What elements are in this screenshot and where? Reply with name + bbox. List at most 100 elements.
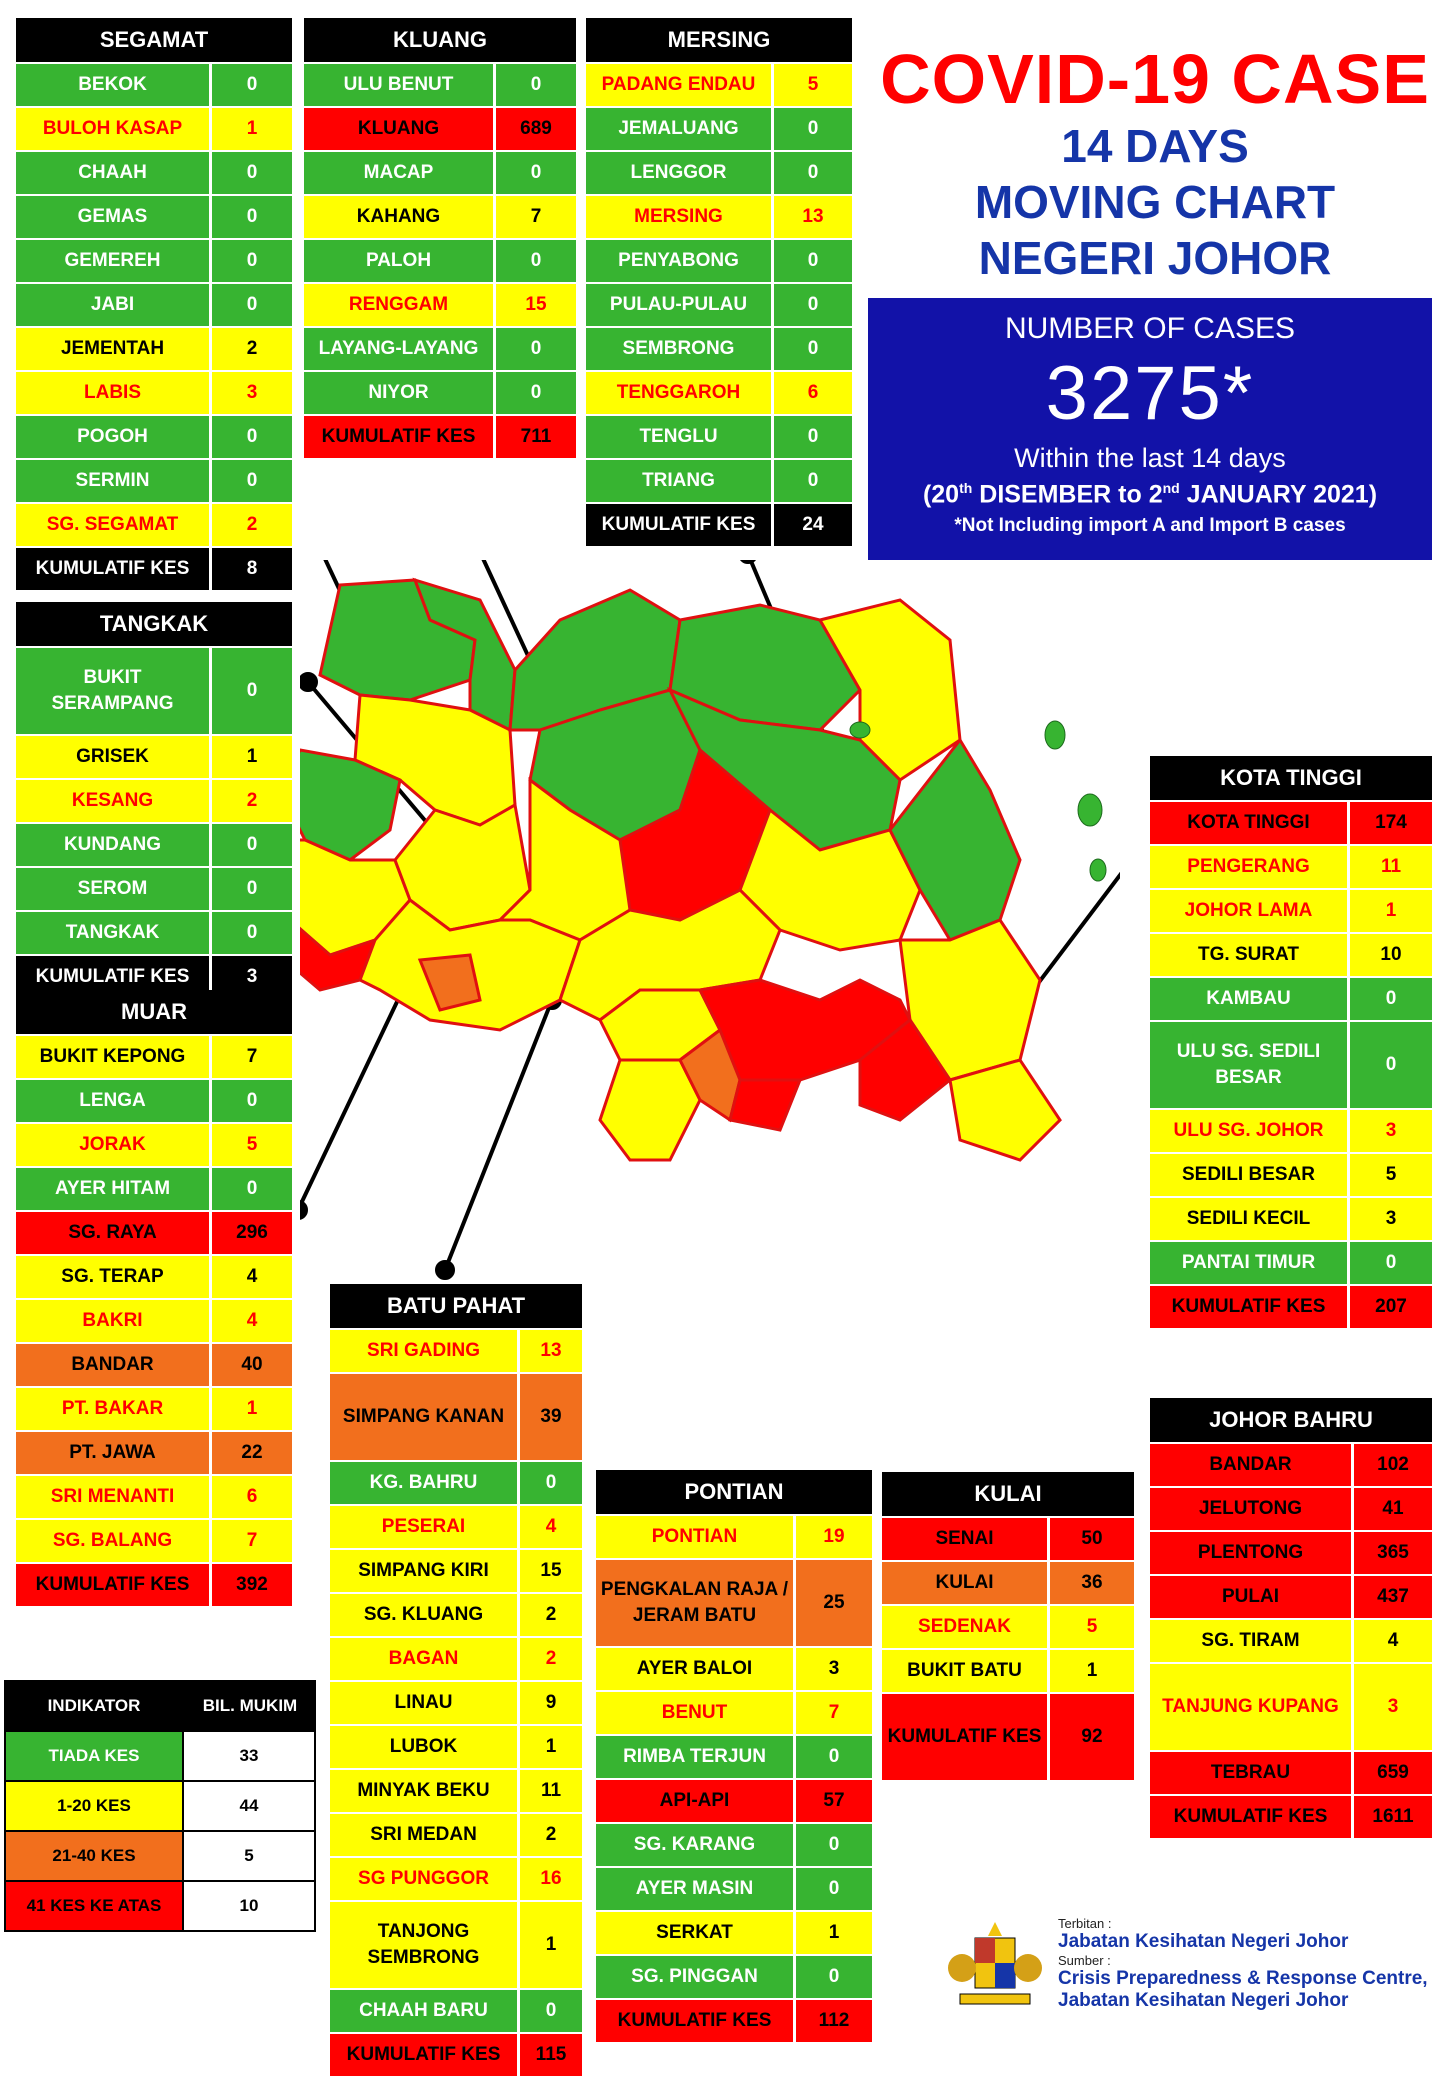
legend-indicator: 21-40 KES xyxy=(4,1832,182,1880)
table-row: JORAK 5 xyxy=(16,1124,292,1168)
title-main: COVID-19 CASE xyxy=(880,40,1430,118)
kluang-header: KLUANG xyxy=(304,18,576,62)
mukim-name: GEMEREH xyxy=(16,240,212,282)
mukim-name: CHAAH BARU xyxy=(330,1990,520,2032)
legend-row: 21-40 KES 5 xyxy=(4,1832,316,1882)
mukim-name: TENGGAROH xyxy=(586,372,774,414)
table-row: CHAAH 0 xyxy=(16,152,292,196)
case-count: 1 xyxy=(796,1912,872,1954)
kulai-table: KULAI SENAI 50 KULAI 36 SEDENAK 5 BUKIT BATU 1 KU… xyxy=(882,1472,1134,1782)
tangkak-header: TANGKAK xyxy=(16,602,292,646)
table-row: LENGA 0 xyxy=(16,1080,292,1124)
mukim-name: TRIANG xyxy=(586,460,774,502)
case-count: 3 xyxy=(1350,1110,1432,1152)
mukim-name: BUKIT KEPONG xyxy=(16,1036,212,1078)
mukim-name: PT. JAWA xyxy=(16,1432,212,1474)
mukim-name: SERMIN xyxy=(16,460,212,502)
table-row: AYER HITAM 0 xyxy=(16,1168,292,1212)
table-row: MERSING 13 xyxy=(586,196,852,240)
crest-icon xyxy=(948,1922,1042,2005)
legend-header: INDIKATOR BIL. MUKIM xyxy=(4,1680,316,1732)
case-count: 16 xyxy=(520,1858,582,1900)
table-row: BAGAN 2 xyxy=(330,1638,582,1682)
case-count: 0 xyxy=(774,240,852,282)
legend: INDIKATOR BIL. MUKIM TIADA KES 33 1-20 KES… xyxy=(4,1680,316,1932)
case-count: 365 xyxy=(1354,1532,1432,1574)
case-count: 0 xyxy=(1350,1242,1432,1284)
mukim-name: SG PUNGGOR xyxy=(330,1858,520,1900)
mukim-name: JELUTONG xyxy=(1150,1488,1354,1530)
mukim-name: PANTAI TIMUR xyxy=(1150,1242,1350,1284)
mukim-name: PT. BAKAR xyxy=(16,1388,212,1430)
legend-row: TIADA KES 33 xyxy=(4,1732,316,1782)
mukim-name: CHAAH xyxy=(16,152,212,194)
mukim-name: KUMULATIF KES xyxy=(16,1564,212,1606)
total-cases-value: 3275* xyxy=(1045,351,1255,436)
case-count: 41 xyxy=(1354,1488,1432,1530)
mukim-name: SENAI xyxy=(882,1518,1050,1560)
mersing-header: MERSING xyxy=(586,18,852,62)
case-count: 0 xyxy=(212,196,292,238)
case-count: 4 xyxy=(212,1300,292,1342)
case-count: 1 xyxy=(520,1902,582,1988)
mukim-name: KUMULATIF KES xyxy=(596,2000,796,2042)
table-row: PLENTONG 365 xyxy=(1150,1532,1432,1576)
mukim-name: TANGKAK xyxy=(16,912,212,954)
period-text: Within the last 14 days xyxy=(1014,443,1286,473)
pontian-table: PONTIAN PONTIAN 19 PENGKALAN RAJA / JERAM B… xyxy=(596,1470,872,2044)
case-count: 0 xyxy=(212,240,292,282)
case-count: 2 xyxy=(520,1814,582,1856)
mukim-name: MINYAK BEKU xyxy=(330,1770,520,1812)
mukim-name: KUMULATIF KES xyxy=(330,2034,520,2076)
table-row: TRIANG 0 xyxy=(586,460,852,504)
tangkak-table: TANGKAK BUKIT SERAMPANG 0 GRISEK 1 KESANG 2 KUN… xyxy=(16,602,292,1000)
case-count: 5 xyxy=(1050,1606,1134,1648)
table-row: SG. KARANG 0 xyxy=(596,1824,872,1868)
pontian-header: PONTIAN xyxy=(596,1470,872,1514)
title-sub-3: NEGERI JOHOR xyxy=(978,232,1332,284)
table-row: SG. PINGGAN 0 xyxy=(596,1956,872,2000)
segamat-total-row: KUMULATIF KES 8 xyxy=(16,548,292,592)
case-count: 13 xyxy=(520,1330,582,1372)
legend-count: 44 xyxy=(182,1782,316,1830)
case-count: 4 xyxy=(212,1256,292,1298)
case-count: 7 xyxy=(796,1692,872,1734)
mukim-name: ULU SG. SEDILI BESAR xyxy=(1150,1022,1350,1108)
case-count: 207 xyxy=(1350,1286,1432,1328)
mukim-name: SEDENAK xyxy=(882,1606,1050,1648)
table-row: RIMBA TERJUN 0 xyxy=(596,1736,872,1780)
table-row: SG. BALANG 7 xyxy=(16,1520,292,1564)
footer: Terbitan : Jabatan Kesihatan Negeri Joho… xyxy=(940,1910,1440,2040)
table-row: SIMPANG KIRI 15 xyxy=(330,1550,582,1594)
case-count: 296 xyxy=(212,1212,292,1254)
table-row: SRI MENANTI 6 xyxy=(16,1476,292,1520)
mukim-name: KUMULATIF KES xyxy=(1150,1286,1350,1328)
table-row: JEMALUANG 0 xyxy=(586,108,852,152)
table-row: SG. TERAP 4 xyxy=(16,1256,292,1300)
mukim-name: JOHOR LAMA xyxy=(1150,890,1350,932)
table-row: SEDILI KECIL 3 xyxy=(1150,1198,1432,1242)
table-row: PESERAI 4 xyxy=(330,1506,582,1550)
case-count: 0 xyxy=(496,372,576,414)
kluang-total-row: KUMULATIF KES 711 xyxy=(304,416,576,460)
mukim-name: PADANG ENDAU xyxy=(586,64,774,106)
table-row: JEMENTAH 2 xyxy=(16,328,292,372)
case-count: 659 xyxy=(1354,1752,1432,1794)
legend-count: 5 xyxy=(182,1832,316,1880)
case-count: 0 xyxy=(1350,978,1432,1020)
mukim-name: KESANG xyxy=(16,780,212,822)
table-row: BANDAR 102 xyxy=(1150,1444,1432,1488)
table-row: TENGGAROH 6 xyxy=(586,372,852,416)
mukim-name: AYER HITAM xyxy=(16,1168,212,1210)
mukim-name: MERSING xyxy=(586,196,774,238)
case-count: 40 xyxy=(212,1344,292,1386)
mukim-name: SG. KLUANG xyxy=(330,1594,520,1636)
johorbahru-total-row: KUMULATIF KES 1611 xyxy=(1150,1796,1432,1840)
mukim-name: KLUANG xyxy=(304,108,496,150)
muar-total-row: KUMULATIF KES 392 xyxy=(16,1564,292,1608)
mukim-name: KUMULATIF KES xyxy=(882,1694,1050,1780)
legend-header-count: BIL. MUKIM xyxy=(202,1696,298,1715)
table-row: ULU BENUT 0 xyxy=(304,64,576,108)
mukim-name: LUBOK xyxy=(330,1726,520,1768)
table-row: BENUT 7 xyxy=(596,1692,872,1736)
